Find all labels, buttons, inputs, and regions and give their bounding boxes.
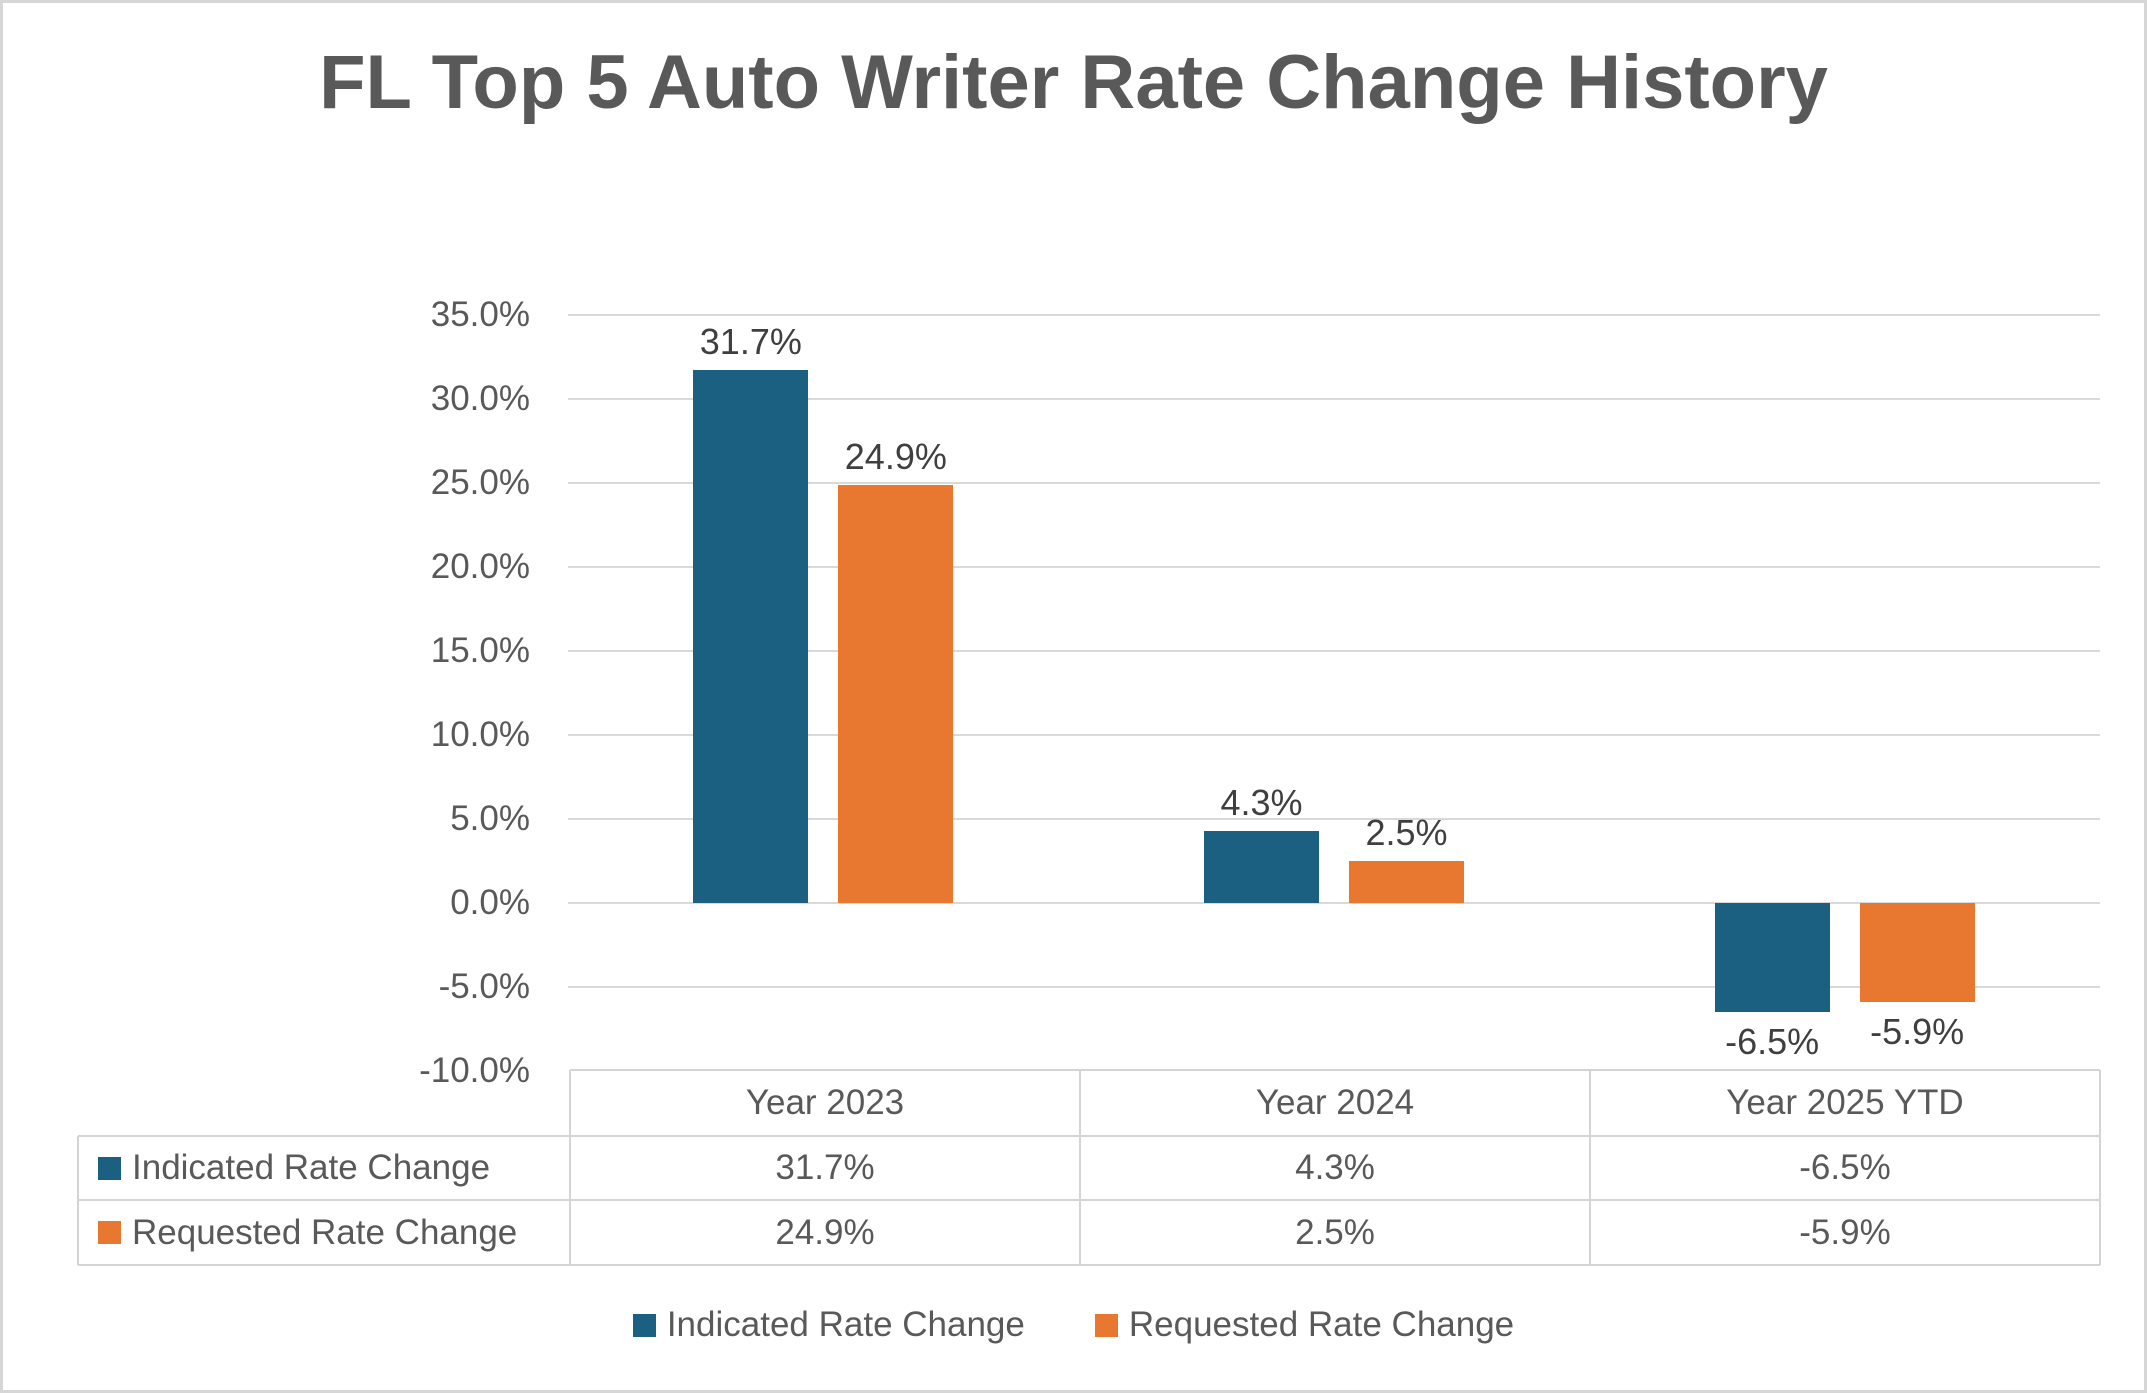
- y-axis-tick-label: 0.0%: [450, 883, 530, 922]
- table-row-header-label: Indicated Rate Change: [132, 1148, 491, 1187]
- table-value-cell: 24.9%: [775, 1212, 875, 1252]
- table-value-cell: -6.5%: [1799, 1148, 1891, 1187]
- bar-indicated-rate-change-year-2024: [1204, 830, 1319, 903]
- legend-item-indicated-rate-change: Indicated Rate Change: [632, 1305, 1025, 1345]
- y-axis-tick-label: 15.0%: [430, 631, 530, 670]
- legend-label: Indicated Rate Change: [666, 1305, 1025, 1344]
- gridline: [568, 986, 2100, 988]
- legend-swatch-icon: [1094, 1313, 1118, 1337]
- table-row-header-requested-rate-change: Requested Rate Change: [78, 1200, 570, 1265]
- bar-value-label: -5.9%: [1870, 1011, 1965, 1053]
- table-border: [77, 1136, 79, 1265]
- table-border: [78, 1199, 2100, 1201]
- chart-legend: Indicated Rate Change Requested Rate Chan…: [3, 1303, 2144, 1347]
- bar-indicated-rate-change-year-2023: [693, 370, 809, 903]
- gridline: [568, 650, 2100, 652]
- table-border: [78, 1135, 2100, 1137]
- table-row-header-label: Requested Rate Change: [132, 1212, 518, 1252]
- table-border: [569, 1070, 571, 1265]
- table-header-year-2024: Year 2024: [1255, 1083, 1415, 1122]
- table-value-cell: -5.9%: [1799, 1212, 1891, 1252]
- gridline: [568, 818, 2100, 820]
- table-border: [570, 1069, 2100, 1071]
- legend-label: Requested Rate Change: [1128, 1305, 1515, 1344]
- table-row-header-indicated-rate-change: Indicated Rate Change: [78, 1136, 570, 1200]
- table-header-year-2025-ytd: Year 2025 YTD: [1726, 1083, 1964, 1122]
- table-value-cell: 31.7%: [775, 1148, 875, 1187]
- table-border: [78, 1264, 2100, 1266]
- table-border: [2099, 1070, 2101, 1265]
- y-axis-tick-label: 35.0%: [430, 295, 530, 334]
- bar-value-label: -6.5%: [1725, 1021, 1820, 1063]
- gridline: [568, 734, 2100, 736]
- bar-value-label: 4.3%: [1220, 781, 1303, 823]
- table-value-cell: 2.5%: [1295, 1212, 1375, 1252]
- bar-requested-rate-change-year-2025-ytd: [1859, 903, 1975, 1003]
- plot-area: 35.0% 30.0% 25.0% 20.0% 15.0% 10.0% 5.0% 0.0% -5…: [3, 3, 2144, 1390]
- legend-swatch-icon: [632, 1313, 656, 1337]
- gridline: [568, 566, 2100, 568]
- legend-key-icon: [98, 1156, 121, 1180]
- chart-title: FL Top 5 Auto Writer Rate Change History: [3, 29, 2144, 137]
- y-axis-tick-label: -10.0%: [419, 1051, 530, 1090]
- gridline: [568, 314, 2100, 316]
- legend-item-requested-rate-change: Requested Rate Change: [1094, 1305, 1515, 1345]
- bar-requested-rate-change-year-2023: [838, 484, 954, 903]
- gridline: [568, 482, 2100, 484]
- y-axis-tick-label: 25.0%: [430, 463, 530, 502]
- y-axis-tick-label: 30.0%: [430, 379, 530, 418]
- legend-key-icon: [98, 1221, 121, 1244]
- table-value-cell: 4.3%: [1295, 1148, 1375, 1187]
- table-border: [1079, 1070, 1081, 1265]
- table-border: [1589, 1070, 1591, 1265]
- y-axis-tick-label: 5.0%: [450, 799, 530, 838]
- gridline: [568, 398, 2100, 400]
- gridline: [568, 902, 2100, 904]
- bar-value-label: 2.5%: [1365, 812, 1448, 853]
- y-axis-tick-label: 10.0%: [430, 715, 530, 754]
- chart-title-text: FL Top 5 Auto Writer Rate Change History: [319, 40, 1828, 125]
- table-header-year-2023: Year 2023: [745, 1083, 905, 1122]
- y-axis-tick-label: 20.0%: [430, 547, 530, 586]
- bar-requested-rate-change-year-2024: [1349, 861, 1464, 903]
- y-axis-tick-label: -5.0%: [438, 967, 530, 1006]
- bar-value-label: 24.9%: [844, 435, 947, 477]
- bar-value-label: 31.7%: [699, 321, 802, 363]
- bar-indicated-rate-change-year-2025-ytd: [1714, 903, 1830, 1013]
